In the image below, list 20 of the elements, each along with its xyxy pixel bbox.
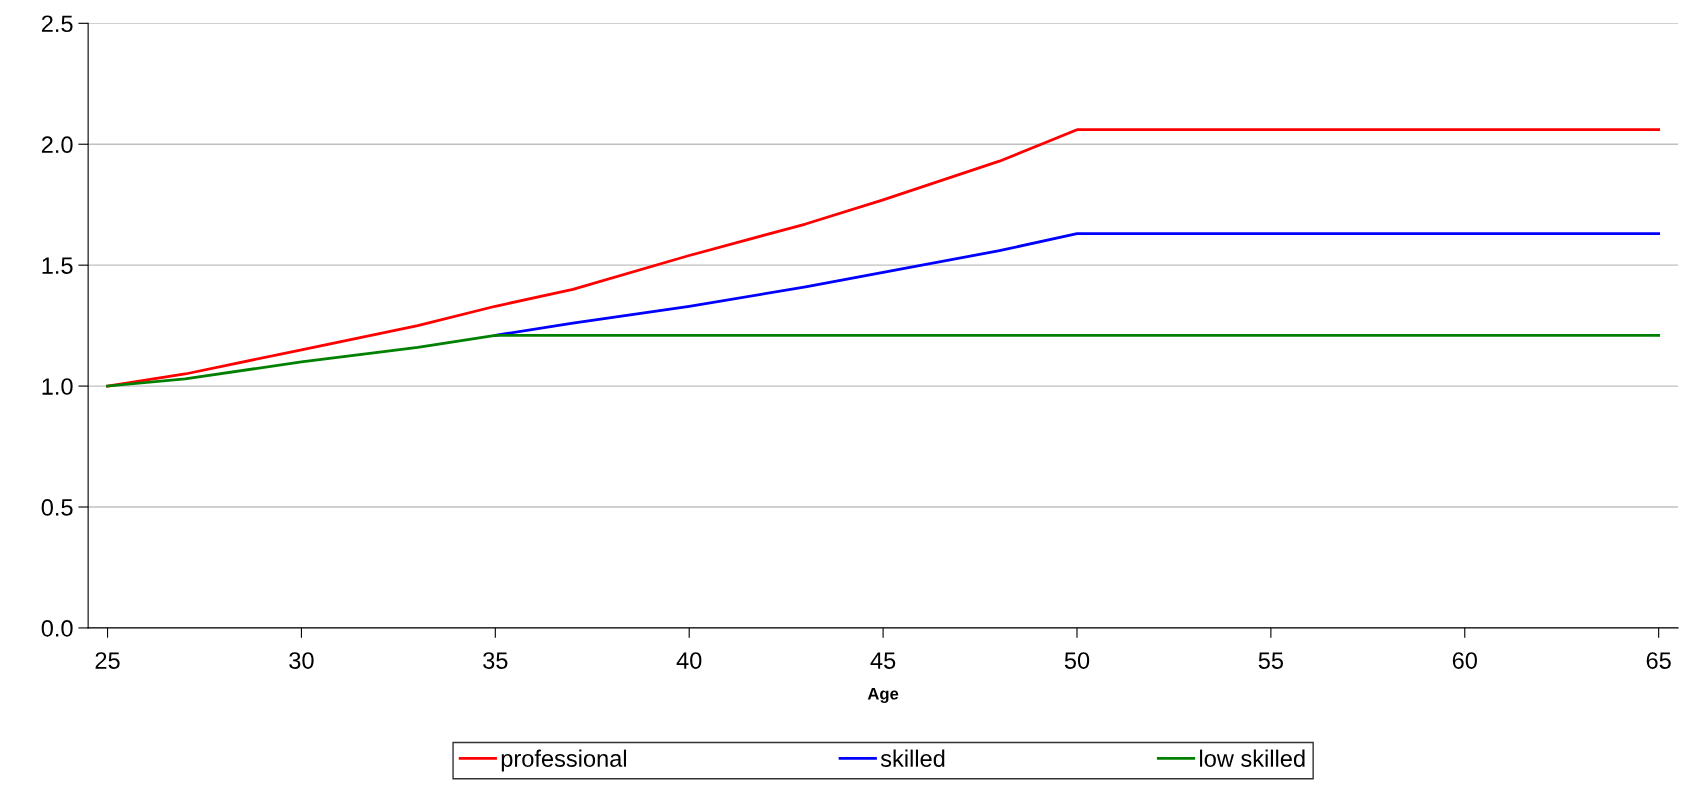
legend-label: professional: [501, 749, 627, 772]
legend-label: low skilled: [1200, 749, 1305, 767]
x-tick-label: 40: [676, 652, 702, 669]
x-tick-label: 25: [95, 652, 120, 669]
x-tick-label: 50: [1064, 652, 1090, 669]
y-tick-label: 1.5: [42, 257, 73, 274]
x-tick-label: 35: [483, 652, 508, 669]
legend-label: skilled: [880, 749, 945, 767]
x-tick-label: 65: [1646, 652, 1671, 669]
x-axis-title: Age: [867, 687, 899, 703]
x-tick-label: 55: [1258, 652, 1284, 669]
y-tick-label: 2.5: [41, 15, 73, 33]
line-series: [106, 333, 1661, 388]
y-tick-label: 1.0: [42, 378, 73, 395]
x-tick-label: 60: [1452, 652, 1477, 669]
x-tick-label: 30: [289, 652, 314, 669]
y-tick-label: 0.5: [41, 499, 73, 516]
x-tick-label: 45: [870, 652, 896, 669]
y-tick-label: 2.0: [41, 136, 73, 154]
y-tick-label: 0.0: [41, 619, 73, 637]
